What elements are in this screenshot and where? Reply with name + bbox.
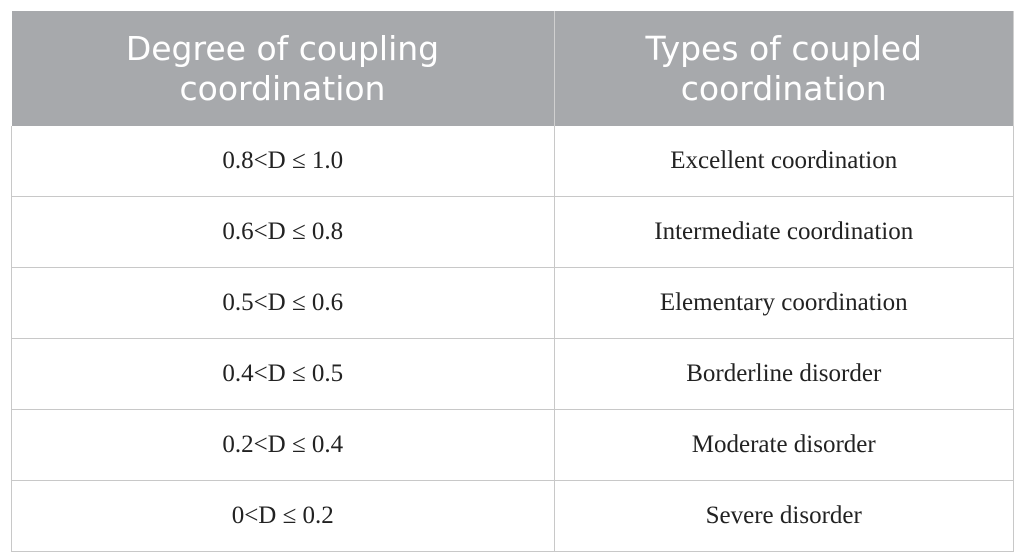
table-row: 0.8<D ≤ 1.0 Excellent coordination	[11, 126, 1014, 197]
header-cell: Degree of coupling coordination	[11, 11, 555, 126]
table: Degree of coupling coordination Types of …	[11, 11, 1014, 552]
table-cell: 0.6<D ≤ 0.8	[11, 196, 555, 268]
table-cell: Moderate disorder	[553, 409, 1014, 481]
table-row: 0<D ≤ 0.2 Severe disorder	[11, 480, 1014, 552]
table-cell: Borderline disorder	[553, 338, 1014, 410]
table-body: 0.8<D ≤ 1.0 Excellent coordination 0.6<D ≤…	[11, 126, 1014, 552]
table-row: 0.5<D ≤ 0.6 Elementary coordination	[11, 267, 1014, 339]
table-cell: Excellent coordination	[553, 126, 1014, 197]
table-cell: 0.8<D ≤ 1.0	[11, 126, 555, 197]
table-row: 0.6<D ≤ 0.8 Intermediate coordination	[11, 196, 1014, 268]
table-cell: 0.4<D ≤ 0.5	[11, 338, 555, 410]
table-cell: Intermediate coordination	[553, 196, 1014, 268]
header-cell: Types of coupled coordination	[554, 11, 1014, 126]
table-row: 0.2<D ≤ 0.4 Moderate disorder	[11, 409, 1014, 481]
table-cell: Elementary coordination	[553, 267, 1014, 339]
table-cell: 0<D ≤ 0.2	[11, 480, 555, 552]
table-head: Degree of coupling coordination Types of …	[11, 11, 1014, 126]
table-row: 0.4<D ≤ 0.5 Borderline disorder	[11, 338, 1014, 410]
table-cell: 0.2<D ≤ 0.4	[11, 409, 555, 481]
header-row: Degree of coupling coordination Types of …	[11, 11, 1014, 126]
table-cell: Severe disorder	[553, 480, 1014, 552]
table-cell: 0.5<D ≤ 0.6	[11, 267, 555, 339]
